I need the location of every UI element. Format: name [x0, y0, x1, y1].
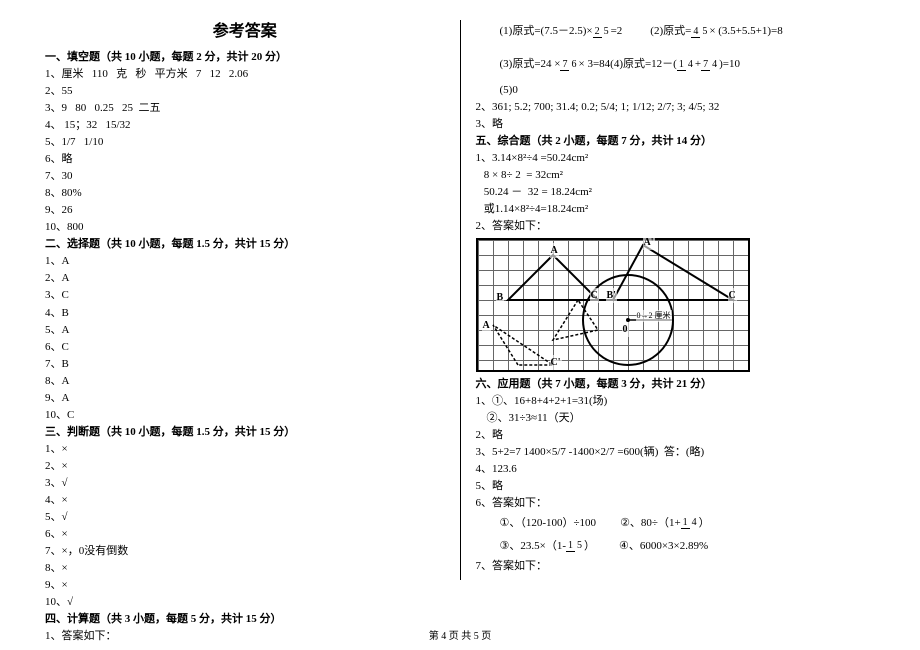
expr4-p3: )=10: [719, 56, 740, 73]
q1-4: 4、 15；32 15/32: [45, 117, 445, 134]
q3-3: 3、√: [45, 475, 445, 492]
page-footer: 第 4 页 共 5 页: [0, 627, 920, 642]
q2-6: 6、C: [45, 339, 445, 356]
page-title: 参考答案: [45, 20, 445, 45]
q1-8: 8、80%: [45, 185, 445, 202]
q2-5: 5、A: [45, 322, 445, 339]
right-column: (1)原式=(7.5－2.5)× 25 =2 (2)原式= 45 × (3.5+…: [461, 20, 891, 550]
calc-expr-3-4: (3)原式=24 × 76 × 3=84 (4)原式=12－( 14 + 74 …: [476, 56, 876, 73]
expr1-p2: =2: [611, 23, 623, 40]
q1-3: 3、9 80 0.25 25 二五: [45, 100, 445, 117]
q3-9: 9、×: [45, 577, 445, 594]
section-4-header: 四、计算题（共 3 小题，每题 5 分，共计 15 分）: [45, 611, 445, 628]
section-1-header: 一、填空题（共 10 小题，每题 2 分，共计 20 分）: [45, 49, 445, 66]
label-C2: C': [550, 355, 562, 371]
q2-2: 2、A: [45, 270, 445, 287]
q1-2: 2、55: [45, 83, 445, 100]
q2-1: 1、A: [45, 253, 445, 270]
q3-10: 10、√: [45, 594, 445, 611]
frac-icon: 14: [681, 518, 699, 528]
q1-7: 7、30: [45, 168, 445, 185]
boxed-a: ①、（120-100）÷100: [500, 515, 597, 532]
q2-4: 4、B: [45, 305, 445, 322]
calc-q3: 3、略: [476, 116, 876, 133]
calc-expr-5: (5)0: [476, 82, 876, 99]
q3-8: 8、×: [45, 560, 445, 577]
left-column: 参考答案 一、填空题（共 10 小题，每题 2 分，共计 20 分） 1、厘米 …: [30, 20, 460, 550]
q2-7: 7、B: [45, 356, 445, 373]
boxed-d: ④、6000×3×2.89%: [619, 538, 708, 555]
frac-icon: 14: [677, 60, 695, 70]
boxed-row-2: ③、23.5×（1- 15 ） ④、6000×3×2.89%: [476, 535, 876, 558]
section-5-header: 五、综合题（共 2 小题，每题 7 分，共计 14 分）: [476, 133, 876, 150]
expr2-p2: × (3.5+5.5+1)=8: [709, 23, 782, 40]
geometry-diagram: A A' B C B' C A C' 0 0→2 厘米: [476, 238, 750, 372]
q2-8: 8、A: [45, 373, 445, 390]
label-Cp2: C: [728, 288, 737, 304]
s6-6: 5、略: [476, 478, 876, 495]
label-A2: A: [482, 318, 491, 334]
s6-4: 3、5+2=7 1400×5/7 -1400×2/7 =600(辆) 答：(略): [476, 444, 876, 461]
frac-icon: 76: [560, 60, 578, 70]
q1-1: 1、厘米 110 克 秒 平方米 7 12 2.06: [45, 66, 445, 83]
s5-2: 8 × 8÷ 2 = 32cm²: [476, 167, 876, 184]
expr3-p1: (3)原式=24 ×: [500, 56, 561, 73]
label-origin: 0: [622, 322, 629, 338]
frac-icon: 45: [691, 27, 709, 37]
expr4-p1: (4)原式=12－(: [610, 56, 677, 73]
label-A: A: [550, 243, 559, 259]
s5-5: 2、答案如下：: [476, 218, 876, 235]
q1-5: 5、1/7 1/10: [45, 134, 445, 151]
q3-1: 1、×: [45, 441, 445, 458]
q3-4: 4、×: [45, 492, 445, 509]
expr2-p1: (2)原式=: [650, 23, 691, 40]
s5-3: 50.24 － 32 = 18.24cm²: [476, 184, 876, 201]
s6-2: ②、31÷3≈11（天）: [476, 410, 876, 427]
section-6-header: 六、应用题（共 7 小题，每题 3 分，共计 21 分）: [476, 376, 876, 393]
calc-expr-1-2: (1)原式=(7.5－2.5)× 25 =2 (2)原式= 45 × (3.5+…: [476, 23, 876, 40]
label-Bp: B': [606, 288, 617, 304]
s6-1: 1、①、16+8+4+2+1=31(场): [476, 393, 876, 410]
label-axis: 0→2 厘米: [636, 310, 672, 322]
frac-icon: 15: [566, 541, 584, 551]
frac-icon: 74: [701, 60, 719, 70]
q2-3: 3、C: [45, 287, 445, 304]
boxed-b: ②、80÷（1+ 14 ）: [620, 515, 710, 532]
s6-5: 4、123.6: [476, 461, 876, 478]
section-2-header: 二、选择题（共 10 小题，每题 1.5 分，共计 15 分）: [45, 236, 445, 253]
q2-9: 9、A: [45, 390, 445, 407]
s5-4: 或1.14×8²÷4=18.24cm²: [476, 201, 876, 218]
s6-q7: 7、答案如下：: [476, 558, 876, 575]
q1-9: 9、26: [45, 202, 445, 219]
q3-7: 7、×，0没有倒数: [45, 543, 445, 560]
s6-3: 2、略: [476, 427, 876, 444]
label-B: B: [496, 290, 505, 306]
q1-10: 10、800: [45, 219, 445, 236]
q3-2: 2、×: [45, 458, 445, 475]
q1-6: 6、略: [45, 151, 445, 168]
expr3-p2: × 3=84: [578, 56, 610, 73]
label-C: C: [590, 288, 599, 304]
boxed-c: ③、23.5×（1- 15 ）: [500, 538, 595, 555]
frac-icon: 25: [593, 27, 611, 37]
s6-7: 6、答案如下：: [476, 495, 876, 512]
q2-10: 10、C: [45, 407, 445, 424]
section-3-header: 三、判断题（共 10 小题，每题 1.5 分，共计 15 分）: [45, 424, 445, 441]
boxed-row-1: ①、（120-100）÷100 ②、80÷（1+ 14 ）: [476, 512, 876, 535]
q3-5: 5、√: [45, 509, 445, 526]
q3-6: 6、×: [45, 526, 445, 543]
s5-1: 1、3.14×8²÷4 =50.24cm²: [476, 150, 876, 167]
label-Ap: A': [643, 235, 655, 251]
calc-q2: 2、361; 5.2; 700; 31.4; 0.2; 5/4; 1; 1/12…: [476, 99, 876, 116]
expr1-p1: (1)原式=(7.5－2.5)×: [500, 23, 593, 40]
